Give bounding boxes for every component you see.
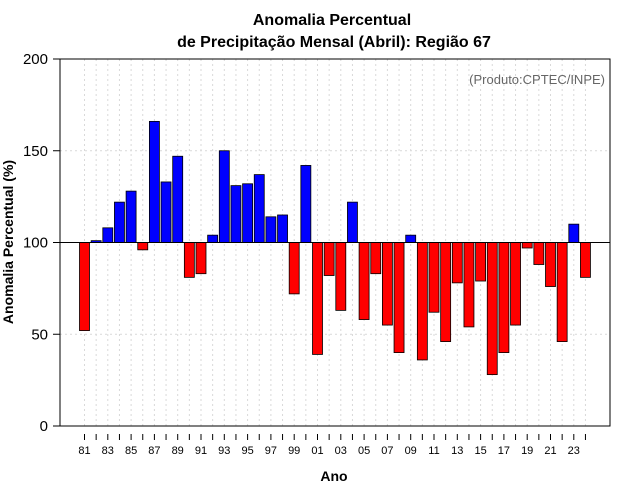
bar-13 xyxy=(451,242,463,284)
bar-01 xyxy=(312,242,323,355)
bar-05 xyxy=(358,242,370,320)
bar-86 xyxy=(137,242,149,251)
bar-22 xyxy=(556,242,568,342)
x-tick-label: 91 xyxy=(195,445,207,457)
x-tick-label: 19 xyxy=(521,445,533,457)
bar-85 xyxy=(125,190,137,243)
bar-14 xyxy=(463,242,475,328)
y-axis-label: Anomalia Percentual (%) xyxy=(0,160,16,324)
bar-97 xyxy=(265,216,277,243)
bar-96 xyxy=(253,174,265,243)
grid-layer xyxy=(60,59,610,426)
x-tick-label: 07 xyxy=(381,445,393,457)
x-tick-label: 05 xyxy=(358,445,370,457)
x-tick-label: 99 xyxy=(288,445,300,457)
x-tick-label: 93 xyxy=(218,445,230,457)
x-tick-label: 17 xyxy=(498,445,510,457)
x-tick-label: 21 xyxy=(544,445,556,457)
bar-08 xyxy=(393,242,405,353)
bar-83 xyxy=(102,227,114,243)
bar-99 xyxy=(288,242,300,295)
x-axis: 81 83 85 87 89 91 93 95 97 99 01 03 05 07 09 11 13 15 17 19… xyxy=(78,434,586,457)
chart-title: Anomalia Percentual xyxy=(253,12,411,29)
bar-89 xyxy=(172,155,184,243)
x-tick-label: 01 xyxy=(311,445,323,457)
bar-09 xyxy=(405,234,417,243)
x-tick-label: 95 xyxy=(241,445,253,457)
bar-90 xyxy=(183,242,195,278)
x-tick-label: 81 xyxy=(78,445,90,457)
bar-12 xyxy=(440,242,452,342)
bar-03 xyxy=(335,242,347,311)
bar-94 xyxy=(230,185,242,243)
bar-18 xyxy=(510,242,521,326)
bar-81 xyxy=(79,242,90,331)
bar-16 xyxy=(486,242,498,376)
x-tick-label: 09 xyxy=(405,445,417,457)
bar-88 xyxy=(160,181,172,243)
bar-20 xyxy=(533,242,545,265)
x-tick-label: 87 xyxy=(148,445,160,457)
y-tick-label: 100 xyxy=(23,235,48,252)
x-tick-label: 23 xyxy=(568,445,580,457)
bar-17 xyxy=(498,242,510,353)
x-tick-label: 97 xyxy=(265,445,277,457)
bar-23 xyxy=(568,223,580,243)
bar-19 xyxy=(521,242,533,249)
bar-10 xyxy=(416,242,428,361)
y-tick-label: 0 xyxy=(40,418,48,435)
bar-07 xyxy=(381,242,393,326)
y-axis: 0 50 100 150 200 xyxy=(23,51,60,435)
x-tick-label: 89 xyxy=(172,445,184,457)
bar-00 xyxy=(300,165,312,243)
bar-02 xyxy=(323,242,335,276)
bar-04 xyxy=(347,201,358,243)
bar-21 xyxy=(545,242,556,287)
x-tick-label: 15 xyxy=(474,445,486,457)
bar-87 xyxy=(148,120,160,243)
y-tick-label: 200 xyxy=(23,51,48,68)
bar-84 xyxy=(114,201,125,243)
y-tick-label: 150 xyxy=(23,143,48,160)
credit-label: (Produto:CPTEC/INPE) xyxy=(469,72,605,87)
x-tick-label: 03 xyxy=(335,445,347,457)
bar-15 xyxy=(475,242,487,282)
bar-24 xyxy=(580,242,591,278)
x-axis-label: Ano xyxy=(320,468,347,484)
bar-11 xyxy=(428,242,440,313)
bar-95 xyxy=(242,183,254,243)
bar-91 xyxy=(195,242,207,275)
y-tick-label: 50 xyxy=(31,326,48,343)
bar-93 xyxy=(218,150,230,243)
bar-06 xyxy=(370,242,382,275)
chart-subtitle: de Precipitação Mensal (Abril): Região 6… xyxy=(177,34,491,51)
x-tick-label: 11 xyxy=(428,445,439,457)
bars-layer xyxy=(79,120,591,376)
x-tick-label: 83 xyxy=(102,445,114,457)
bar-92 xyxy=(207,234,219,243)
bar-98 xyxy=(277,214,288,243)
x-tick-label: 13 xyxy=(451,445,463,457)
x-tick-label: 85 xyxy=(125,445,137,457)
